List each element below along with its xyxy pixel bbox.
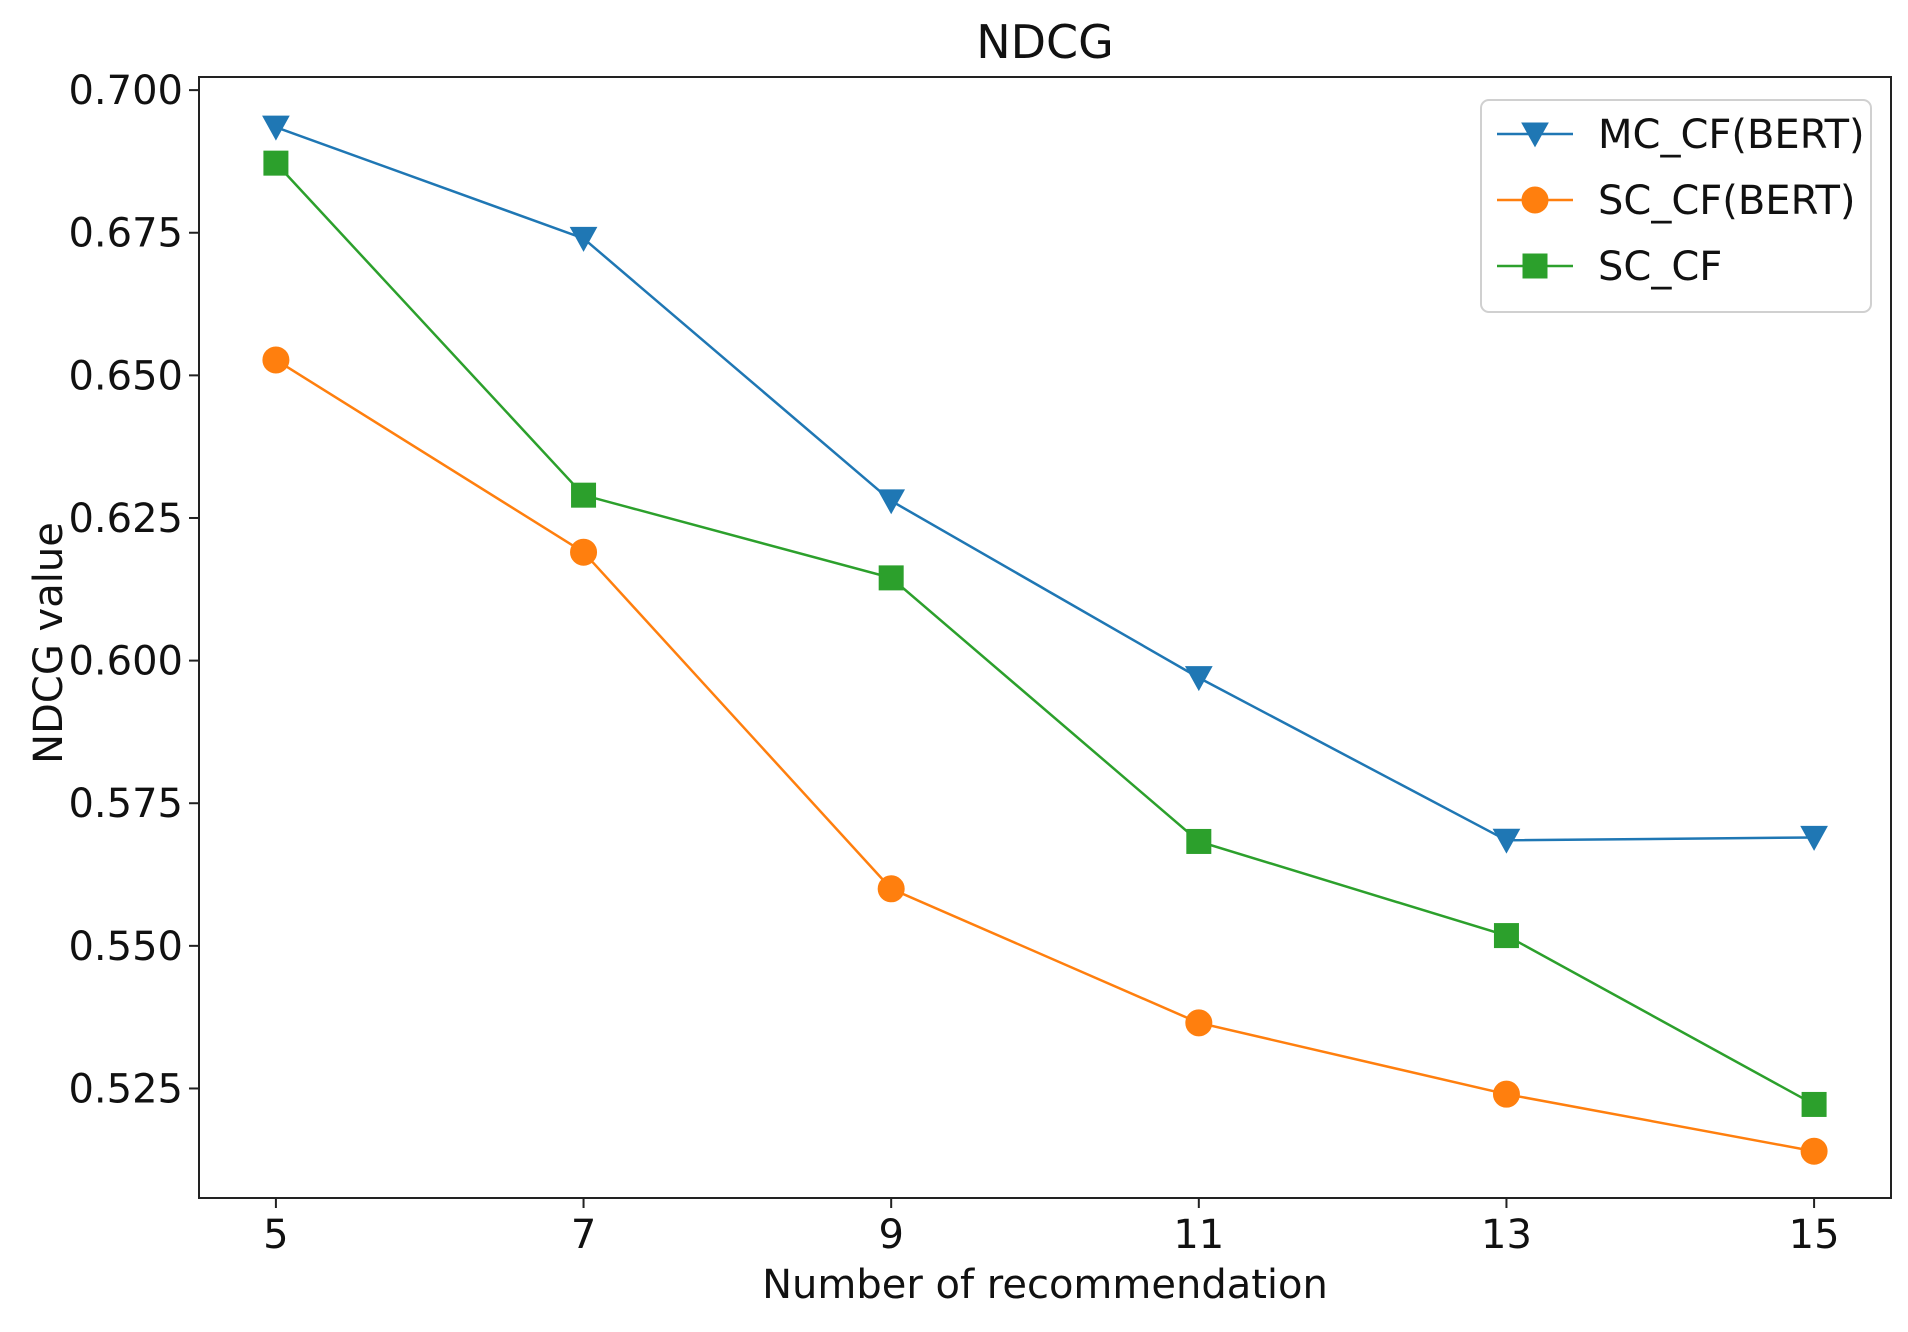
legend-box (1480, 99, 1872, 313)
y-tick-label: 0.675 (68, 211, 183, 257)
data-point-sc-cf-bert (570, 538, 598, 566)
series-sc-cf (263, 150, 1827, 1117)
series-line-mc-cf-bert (275, 126, 1815, 842)
legend-item-sc-cf: SC_CF (1497, 244, 1722, 290)
legend-item-sc-cf-bert: SC_CF(BERT) (1497, 178, 1856, 224)
legend-item-mc-cf-bert: MC_CF(BERT) (1497, 112, 1865, 158)
data-point-mc-cf-bert (877, 489, 906, 515)
legend: MC_CF(BERT) SC_CF(BERT) SC_CF (1480, 99, 1872, 313)
data-point-mc-cf-bert (1184, 666, 1213, 692)
series-line-sc-cf-bert (275, 358, 1815, 1153)
x-axis-label: Number of recommendation (762, 1262, 1328, 1308)
y-tick-label: 0.600 (68, 639, 183, 685)
data-point-mc-cf-bert (1492, 828, 1521, 854)
x-tick-label: 5 (263, 1212, 288, 1258)
legend-marker (1521, 122, 1549, 148)
data-point-mc-cf-bert (262, 115, 290, 141)
data-point-sc-cf (1801, 1091, 1827, 1117)
legend-marker (1521, 186, 1549, 214)
data-point-sc-cf-bert (1492, 1080, 1520, 1108)
legend-marker (1522, 253, 1548, 279)
legend-label: SC_CF (1598, 244, 1722, 290)
data-point-sc-cf (1186, 828, 1212, 854)
plot-area-frame (198, 76, 1892, 1199)
data-point-sc-cf (878, 565, 904, 591)
data-point-sc-cf (571, 482, 597, 508)
y-tick-label: 0.625 (68, 496, 183, 542)
x-tick-label: 11 (1173, 1212, 1224, 1258)
data-point-sc-cf (263, 150, 289, 176)
x-tick-label: 13 (1481, 1212, 1532, 1258)
series-layer (262, 115, 1828, 1165)
series-line-sc-cf (274, 162, 1815, 1106)
chart-title: NDCG (976, 15, 1114, 69)
x-axis-ticks: 5 7 9 11 13 15 (263, 1198, 1840, 1258)
x-tick-label: 15 (1789, 1212, 1840, 1258)
y-axis-label: NDCG value (26, 522, 72, 764)
legend-label: SC_CF(BERT) (1598, 178, 1856, 224)
data-point-sc-cf (1493, 923, 1519, 949)
x-tick-label: 9 (878, 1212, 903, 1258)
y-tick-label: 0.525 (68, 1066, 183, 1112)
series-sc-cf-bert (262, 346, 1828, 1165)
data-point-sc-cf-bert (262, 346, 290, 374)
y-tick-label: 0.700 (68, 68, 183, 114)
data-point-sc-cf-bert (877, 875, 905, 903)
y-tick-label: 0.550 (68, 924, 183, 970)
legend-label: MC_CF(BERT) (1598, 112, 1865, 158)
y-tick-label: 0.575 (68, 781, 183, 827)
series-mc-cf-bert (262, 115, 1828, 854)
x-tick-label: 7 (571, 1212, 596, 1258)
data-point-mc-cf-bert (1800, 825, 1828, 851)
data-point-sc-cf-bert (1185, 1009, 1213, 1037)
data-point-sc-cf-bert (1800, 1137, 1828, 1165)
data-point-mc-cf-bert (569, 226, 598, 252)
y-tick-label: 0.650 (68, 353, 183, 399)
y-axis-ticks: 0.525 0.550 0.575 0.600 0.625 0.650 0.675 0.700 (68, 68, 199, 1112)
